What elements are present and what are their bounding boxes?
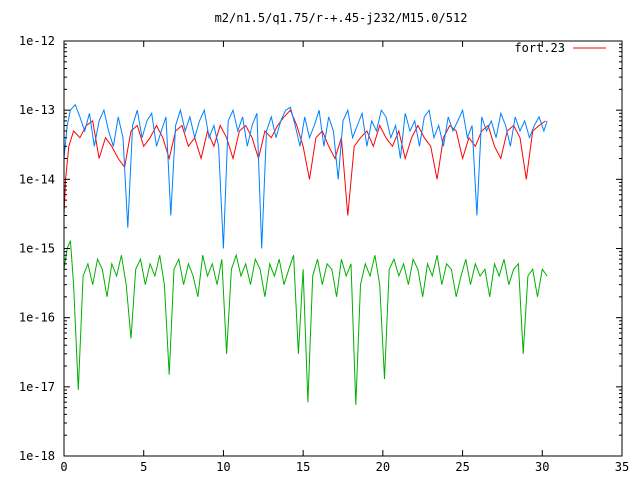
x-tick-label: 5 — [140, 460, 147, 474]
x-tick-label: 20 — [376, 460, 390, 474]
series-line-2 — [63, 103, 548, 249]
x-tick-label: 10 — [216, 460, 230, 474]
series-layer — [63, 103, 548, 405]
y-tick-label: 1e-12 — [19, 34, 55, 48]
y-axis: 1e-18 1e-17 1e-16 1e-15 1e-14 1e-13 1e-12 — [19, 34, 622, 463]
plot-frame — [63, 40, 623, 457]
y-tick-label: 1e-14 — [19, 172, 55, 186]
legend: fort.23 — [514, 41, 606, 55]
x-tick-label: 35 — [615, 460, 629, 474]
x-tick-label: 25 — [455, 460, 469, 474]
series-line-1 — [63, 109, 546, 216]
x-tick-label: 15 — [296, 460, 310, 474]
y-tick-label: 1e-15 — [19, 242, 55, 256]
y-tick-label: 1e-18 — [19, 449, 55, 463]
chart-title: m2/n1.5/q1.75/r-+.45-j232/M15.0/512 — [215, 11, 468, 25]
series-line-3 — [63, 240, 548, 405]
x-axis: 0 5 10 15 20 25 30 35 — [60, 41, 629, 474]
x-tick-label: 0 — [60, 460, 67, 474]
x-tick-label: 30 — [535, 460, 549, 474]
y-tick-label: 1e-16 — [19, 311, 55, 325]
y-tick-label: 1e-17 — [19, 380, 55, 394]
y-tick-label: 1e-13 — [19, 103, 55, 117]
legend-label: fort.23 — [514, 41, 565, 55]
